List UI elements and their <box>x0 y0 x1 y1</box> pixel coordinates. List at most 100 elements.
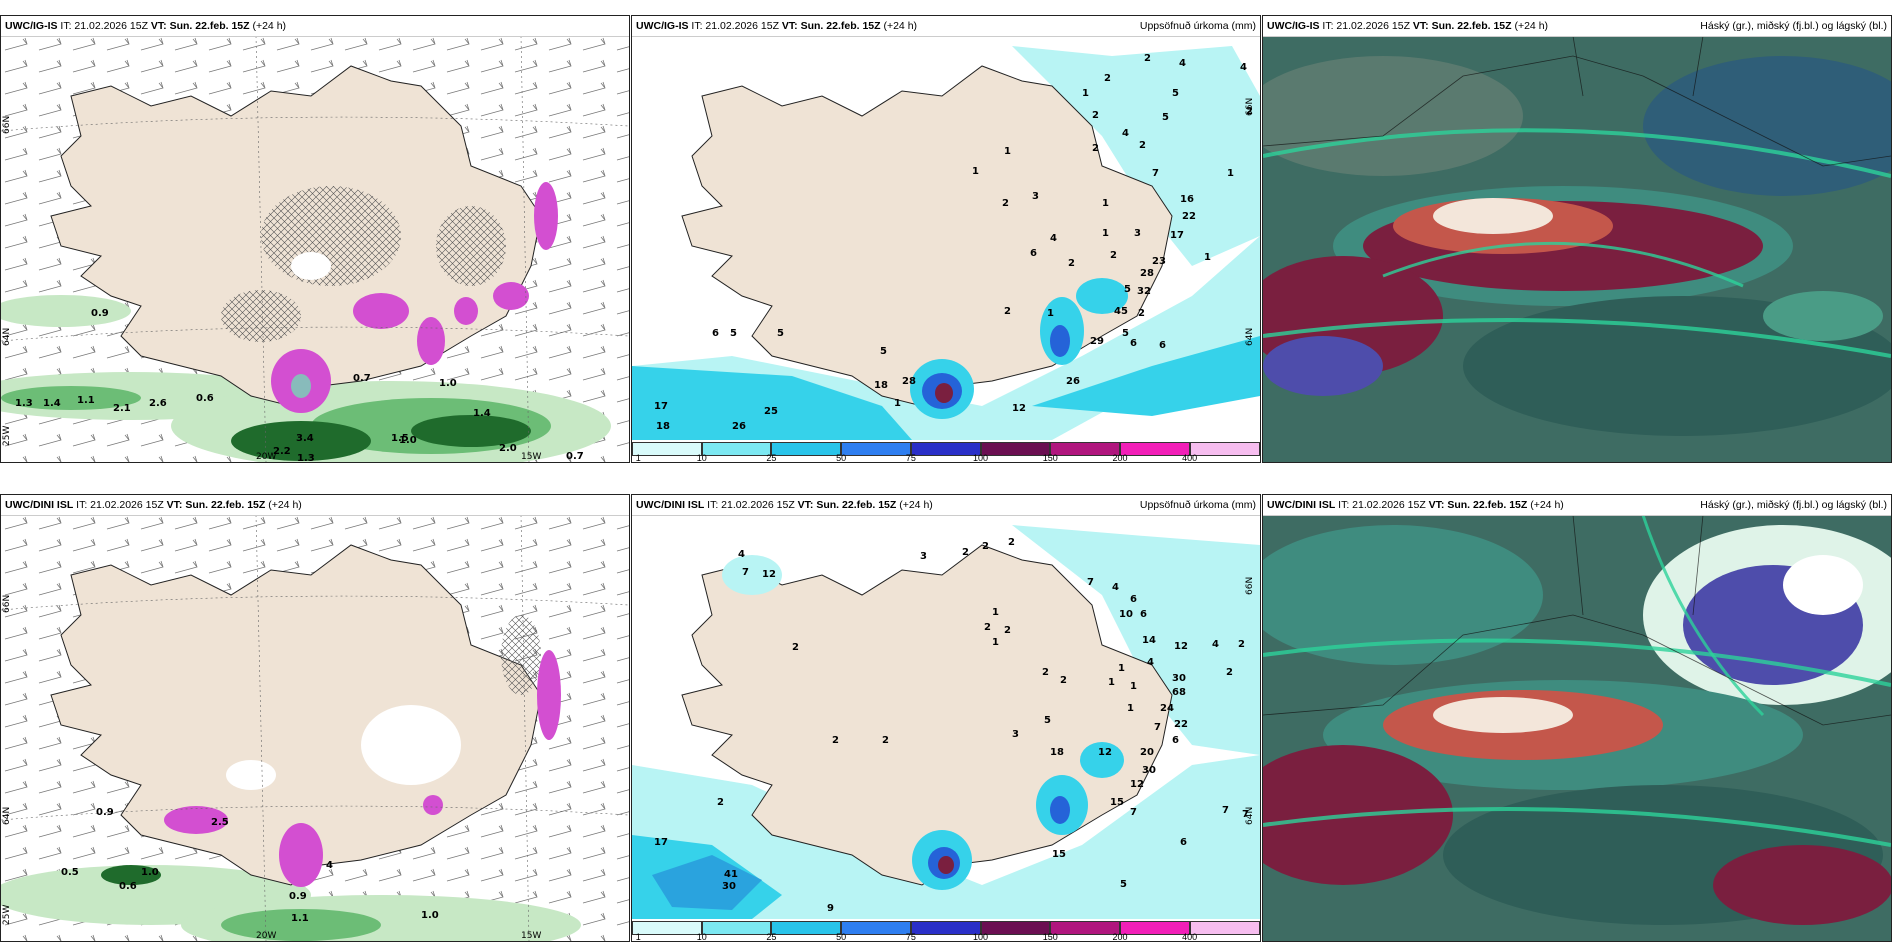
value-label: 0.9 <box>289 891 307 902</box>
map-panel-precip-top: UWC/IG-IS IT: 21.02.2026 15Z VT: Sun. 22… <box>631 15 1261 463</box>
panel-title: Uppsöfnuð úrkoma (mm) <box>1139 20 1256 32</box>
value-label: 5 <box>1120 879 1127 890</box>
value-label: 1.0 <box>141 867 159 878</box>
colorbar-swatch <box>632 442 702 456</box>
value-label: 1.3 <box>297 453 315 462</box>
model-name: UWC/DINI ISL <box>5 499 74 511</box>
value-label: 6 <box>1159 340 1166 351</box>
value-label: 6 <box>1130 338 1137 349</box>
colorbar-tick: 100 <box>973 453 989 463</box>
sea-precip-areas <box>632 525 1260 919</box>
value-label: 4 <box>326 860 333 871</box>
value-label: 1.1 <box>77 395 95 406</box>
cloud-cover-map <box>1263 515 1891 941</box>
green-precip-areas <box>1 295 611 462</box>
colorbar-swatch <box>841 442 911 456</box>
magenta-precip-cells <box>271 182 558 413</box>
value-label: 1.0 <box>399 435 417 446</box>
value-label: 17 <box>1170 230 1184 241</box>
value-label: 23 <box>1152 256 1166 267</box>
lead-time: (+24 h) <box>899 499 933 511</box>
panel-header: UWC/DINI ISL IT: 21.02.2026 15Z VT: Sun.… <box>632 495 1260 516</box>
lon-label-15w: 15W <box>521 452 541 462</box>
valid-time: Sun. 22.feb. 15Z <box>1431 20 1512 32</box>
lat-label-64n: 64N <box>2 328 12 346</box>
colorbar-swatch <box>1050 921 1120 935</box>
snow-free-area <box>361 705 461 785</box>
value-label: 30 <box>1142 765 1156 776</box>
value-label: 2 <box>1068 258 1075 269</box>
lead-time: (+24 h) <box>252 20 287 32</box>
value-label: 1.5 <box>391 433 409 444</box>
value-label: 4 <box>1179 58 1186 69</box>
wind-precip-map: 66N 64N 25W 20W 15W 0.9 1.3 1.4 1.1 2.1 … <box>1 36 629 462</box>
lon-label-25w: 25W <box>2 426 12 446</box>
value-label: 2 <box>1238 639 1245 650</box>
wind-precip-map: 66N 64N 25W 20W 15W 0.9 2.5 0.5 0.6 1.0 … <box>1 515 629 941</box>
value-label: 12 <box>1174 641 1188 652</box>
model-name: UWC/IG-IS <box>1267 20 1320 32</box>
lead-time: (+24 h) <box>268 499 302 511</box>
colorbar-tick: 75 <box>905 932 916 942</box>
value-label: 26 <box>732 421 746 432</box>
snow-free-area <box>226 760 276 790</box>
precip-cell <box>722 555 782 595</box>
valid-time-label: VT: <box>166 499 183 511</box>
value-label: 2 <box>1138 308 1145 319</box>
colorbar-tick: 25 <box>766 932 777 942</box>
value-label: 6 <box>1172 735 1179 746</box>
value-label: 0.9 <box>91 308 109 319</box>
green-precip-areas <box>1 865 581 941</box>
value-label: 68 <box>1172 687 1186 698</box>
colorbar-swatch <box>980 442 1051 456</box>
value-label: 1 <box>972 166 979 177</box>
iceland-landmass <box>50 65 542 407</box>
model-name: UWC/DINI ISL <box>1267 499 1336 511</box>
value-label: 1 <box>1127 703 1134 714</box>
value-label: 1 <box>1047 308 1054 319</box>
colorbar-tick: 400 <box>1182 932 1198 942</box>
value-label: 1 <box>1227 168 1234 179</box>
value-label: 45 <box>1114 306 1128 317</box>
value-label: 0.5 <box>61 867 79 878</box>
value-label: 1.0 <box>439 378 457 389</box>
value-label: 2.6 <box>149 398 167 409</box>
value-label: 18 <box>874 380 888 391</box>
value-label: 0.9 <box>96 807 114 818</box>
value-label: 5 <box>1044 715 1051 726</box>
colorbar-tick: 400 <box>1182 453 1198 463</box>
precip-values: 0.9 1.3 1.4 1.1 2.1 2.6 0.6 0.7 1.0 1.4 … <box>15 308 584 462</box>
value-label: 1 <box>992 607 999 618</box>
model-name: UWC/DINI ISL <box>636 499 705 511</box>
value-label: 2 <box>962 547 969 558</box>
value-label: 2.2 <box>273 446 291 457</box>
map-panel-wind-bottom: UWC/DINI ISL IT: 21.02.2026 15Z VT: Sun.… <box>0 494 630 942</box>
valid-time: Sun. 22.feb. 15Z <box>1447 499 1528 511</box>
value-label: 5 <box>1162 112 1169 123</box>
value-label: 5 <box>1172 88 1179 99</box>
colorbar-tick: 1 <box>635 453 641 463</box>
value-label: 30 <box>1172 673 1186 684</box>
value-label: 17 <box>654 401 668 412</box>
colorbar-swatch <box>980 921 1051 935</box>
value-label: 2 <box>1004 306 1011 317</box>
colorbar-tick: 150 <box>1042 453 1058 463</box>
value-label: 2 <box>982 541 989 552</box>
panel-title: Uppsöfnuð úrkoma (mm) <box>1139 499 1256 511</box>
panel-header: UWC/DINI ISL IT: 21.02.2026 15Z VT: Sun.… <box>1 495 629 516</box>
value-label: 1.4 <box>43 398 61 409</box>
lat-label-64n: 64N <box>2 807 12 825</box>
value-label: 6 <box>1140 609 1147 620</box>
valid-time-label: VT: <box>150 20 167 32</box>
value-label: 18 <box>1050 747 1064 758</box>
colorbar-tick: 25 <box>766 453 777 463</box>
grid-lines <box>1 515 629 941</box>
precip-colorbar: 1 10 25 50 75 100 150 200 400 <box>632 440 1260 462</box>
cloud-cover-map <box>1263 36 1891 462</box>
lat-label-64n: 64N <box>1245 328 1255 346</box>
value-label: 1 <box>894 398 901 409</box>
lat-label-66n: 66N <box>2 116 12 134</box>
value-label: 3.4 <box>296 433 314 444</box>
lead-time: (+24 h) <box>883 20 918 32</box>
value-label: 0.7 <box>566 451 584 462</box>
